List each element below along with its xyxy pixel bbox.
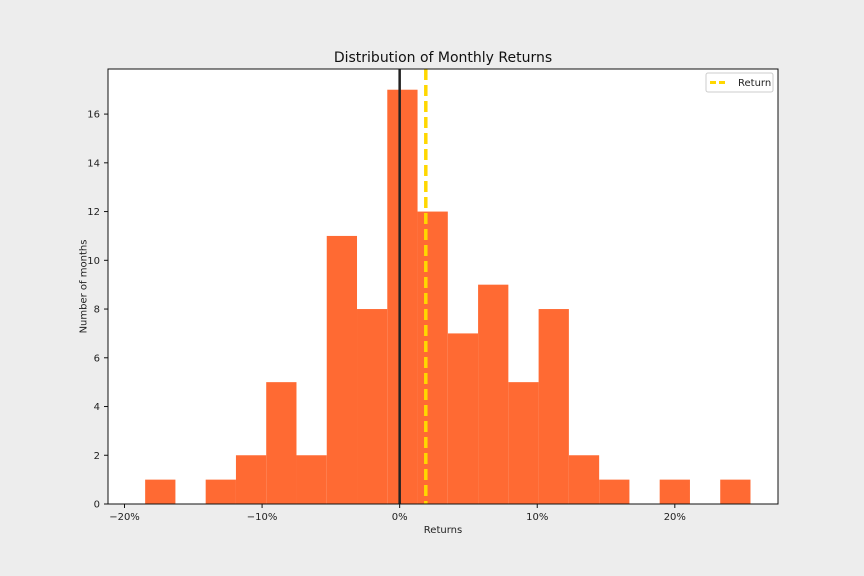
x-axis-label: Returns bbox=[424, 525, 462, 536]
histogram-bar bbox=[266, 382, 297, 504]
histogram-bar bbox=[599, 479, 630, 504]
x-tick-label: 10% bbox=[526, 512, 548, 523]
histogram-bar bbox=[659, 479, 690, 504]
y-axis: 0 2 4 6 8 10 12 14 16 bbox=[87, 110, 108, 511]
histogram-bar bbox=[417, 211, 448, 504]
legend-box bbox=[705, 72, 774, 93]
legend-label-return: Return bbox=[738, 78, 771, 89]
histogram-bar bbox=[326, 235, 358, 504]
y-tick-label: 6 bbox=[94, 353, 100, 364]
histogram-bar bbox=[538, 309, 569, 504]
y-tick-label: 14 bbox=[87, 158, 100, 169]
histogram-bar bbox=[387, 89, 418, 504]
y-tick-label: 2 bbox=[94, 451, 100, 462]
y-tick-label: 8 bbox=[94, 305, 100, 316]
histogram-bar bbox=[478, 284, 509, 504]
bars-layer bbox=[145, 89, 751, 504]
y-tick-label: 12 bbox=[87, 207, 100, 218]
legend: Return bbox=[705, 72, 774, 93]
x-tick-label: −20% bbox=[109, 512, 140, 523]
histogram-bar bbox=[720, 479, 751, 504]
y-tick-label: 0 bbox=[94, 500, 100, 511]
plot-frame bbox=[107, 68, 779, 505]
y-tick-label: 4 bbox=[94, 402, 100, 413]
y-axis-label: Number of months bbox=[79, 240, 90, 334]
histogram-bar bbox=[235, 455, 267, 504]
reference-lines bbox=[398, 69, 428, 504]
histogram-bar bbox=[447, 333, 479, 504]
y-tick-label: 16 bbox=[87, 110, 100, 121]
histogram-bar bbox=[145, 479, 176, 504]
y-tick-label: 10 bbox=[87, 256, 100, 267]
histogram-bar bbox=[205, 479, 236, 504]
histogram-bar bbox=[568, 455, 600, 504]
chart-title: Distribution of Monthly Returns bbox=[334, 50, 552, 66]
histogram-bar bbox=[508, 382, 539, 504]
x-tick-label: 20% bbox=[664, 512, 686, 523]
histogram-bar bbox=[357, 309, 388, 504]
histogram-bar bbox=[296, 455, 327, 504]
x-tick-label: −10% bbox=[247, 512, 278, 523]
x-tick-label: 0% bbox=[392, 512, 408, 523]
x-axis: −20% −10% 0% 10% 20% bbox=[109, 504, 686, 523]
